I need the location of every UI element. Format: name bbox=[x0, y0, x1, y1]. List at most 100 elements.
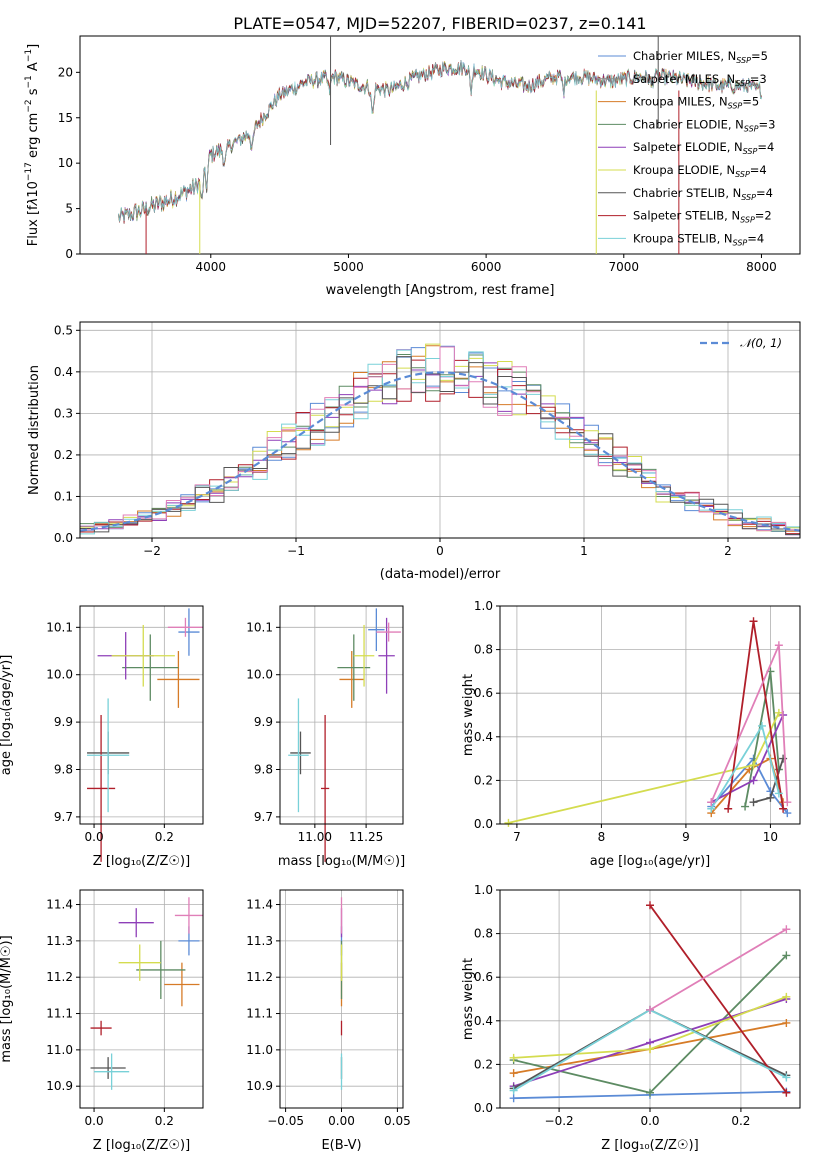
x-tick-label: 0.00 bbox=[328, 1114, 355, 1128]
y-tick-label: 5 bbox=[65, 202, 73, 216]
age_vs_Z-panel: 0.0 0.2 9.7 9.8 9.9 10.0 10.1 Z [log₁₀(Z/Z☉)] ag… bbox=[0, 605, 204, 869]
weight-marker bbox=[509, 1069, 518, 1078]
weight-marker bbox=[749, 761, 758, 770]
x-tick-label: −0.05 bbox=[267, 1114, 304, 1128]
weight_vs_age-panel: 7 8 9 10 0.0 0.2 0.4 0.6 0.8 1.0 age [log₁₀(age/yr… bbox=[461, 599, 801, 869]
y-tick-label: 15 bbox=[58, 111, 73, 125]
axes-frame bbox=[79, 889, 204, 1109]
weight-marker bbox=[782, 992, 791, 1001]
x-tick-label: 6000 bbox=[471, 260, 502, 274]
axes-frame bbox=[499, 605, 801, 825]
spectrum-ylabel: Flux [fλ10−17 erg cm−2 s−1 A−1] bbox=[24, 44, 41, 246]
residual-histogram-panel: −2 −1 0 1 2 0.0 0.1 0.2 0.3 0.4 0.5 𝒩(0, 1) (data-… bbox=[27, 321, 801, 582]
spectrum-line-9 bbox=[118, 60, 762, 222]
x-tick-label: 7000 bbox=[609, 260, 640, 274]
weight-marker bbox=[749, 617, 758, 626]
weight-marker bbox=[782, 1088, 791, 1097]
y-tick-label: 9.9 bbox=[54, 715, 73, 729]
small-panels: 0.0 0.2 9.7 9.8 9.9 10.0 10.1 Z [log₁₀(Z/Z☉)] ag… bbox=[0, 599, 801, 1153]
spectrum-xlabel: wavelength [Angstrom, rest frame] bbox=[326, 283, 555, 298]
y-tick-label: 0.4 bbox=[474, 1014, 493, 1028]
x-axis-label: Z [log₁₀(Z/Z☉)] bbox=[93, 1138, 190, 1153]
y-tick-label: 9.8 bbox=[254, 763, 273, 777]
weight-marker bbox=[782, 925, 791, 934]
x-tick-label: 8 bbox=[598, 830, 606, 844]
y-tick-label: 11.1 bbox=[46, 1007, 73, 1021]
spectrum-panel: 4000 5000 6000 7000 8000 0 5 10 15 20 Chabrier MI… bbox=[24, 35, 801, 298]
y-tick-label: 11.3 bbox=[46, 934, 73, 948]
legend-label-4: Chabrier ELODIE, NSSP=3 bbox=[633, 117, 775, 133]
x-axis-label: age [log₁₀(age/yr)] bbox=[590, 854, 711, 869]
x-tick-label: −0.2 bbox=[545, 1114, 574, 1128]
weight-marker bbox=[646, 901, 654, 910]
y-tick-label: 0.5 bbox=[54, 323, 73, 337]
y-tick-label: 10.1 bbox=[46, 620, 73, 634]
mass_vs_ebv-panel: −0.05 0.00 0.05 10.9 11.0 11.1 11.2 11.3 11.4 E(B… bbox=[246, 889, 411, 1153]
age_vs_mass-panel: 11.00 11.25 9.7 9.8 9.9 10.0 10.1 mass [log₁₀(M… bbox=[246, 605, 405, 869]
x-tick-label: 0.0 bbox=[640, 1114, 659, 1128]
weight-line-7 bbox=[649, 904, 788, 1094]
legend-label-3: Kroupa MILES, NSSP=5 bbox=[633, 95, 759, 111]
residual-histograms bbox=[80, 343, 800, 536]
y-tick-label: 0.0 bbox=[54, 531, 73, 545]
legend-label-9: Kroupa STELIB, NSSP=4 bbox=[633, 231, 764, 247]
legend-label-8: Salpeter STELIB, NSSP=2 bbox=[633, 209, 772, 225]
x-tick-label: 0.2 bbox=[155, 1114, 174, 1128]
y-tick-label: 1.0 bbox=[474, 599, 493, 613]
x-tick-label: 11.00 bbox=[298, 830, 332, 844]
y-tick-label: 0.1 bbox=[54, 489, 73, 503]
weight-marker bbox=[509, 1053, 518, 1062]
y-tick-label: 9.8 bbox=[54, 763, 73, 777]
y-tick-label: 0.0 bbox=[474, 1101, 493, 1115]
y-tick-label: 9.7 bbox=[254, 810, 273, 824]
x-tick-label: 0.2 bbox=[731, 1114, 750, 1128]
y-tick-label: 20 bbox=[58, 65, 73, 79]
x-tick-label: 9 bbox=[682, 830, 690, 844]
weight-marker bbox=[783, 798, 792, 807]
weight-marker bbox=[646, 1088, 654, 1097]
x-axis-label: mass [log₁₀(M/M☉)] bbox=[278, 854, 405, 869]
x-tick-label: 7 bbox=[513, 830, 521, 844]
y-tick-label: 11.4 bbox=[246, 898, 273, 912]
weight-marker bbox=[774, 708, 783, 717]
legend-label-1: Chabrier MILES, NSSP=5 bbox=[633, 49, 768, 65]
y-tick-label: 0 bbox=[65, 247, 73, 261]
y-tick-label: 10.9 bbox=[246, 1079, 273, 1093]
x-axis-label: Z [log₁₀(Z/Z☉)] bbox=[93, 854, 190, 869]
y-axis-label: age [log₁₀(age/yr)] bbox=[0, 655, 14, 776]
y-tick-label: 0.0 bbox=[474, 817, 493, 831]
histogram-step-6 bbox=[80, 359, 800, 535]
weight-line-9 bbox=[649, 928, 787, 1011]
y-tick-label: 11.2 bbox=[46, 970, 73, 984]
y-tick-label: 10 bbox=[58, 156, 73, 170]
spectrum-axes-frame bbox=[79, 35, 801, 255]
weight-marker bbox=[646, 1005, 654, 1014]
figure-title: PLATE=0547, MJD=52207, FIBERID=0237, z=0… bbox=[233, 14, 646, 33]
x-tick-label: 0.05 bbox=[384, 1114, 411, 1128]
y-tick-label: 9.9 bbox=[254, 715, 273, 729]
residual-xlabel: (data-model)/error bbox=[380, 567, 501, 582]
x-tick-label: −2 bbox=[143, 544, 161, 558]
x-axis-label: E(B-V) bbox=[321, 1138, 361, 1153]
weight-marker bbox=[782, 951, 791, 960]
weight-marker bbox=[774, 789, 783, 798]
spectrum-lines bbox=[118, 36, 762, 254]
x-tick-label: 2 bbox=[724, 544, 732, 558]
legend-label-2: Salpeter MILES, NSSP=3 bbox=[633, 72, 767, 88]
spectrum-ticks: 4000 5000 6000 7000 8000 0 5 10 15 20 bbox=[58, 65, 777, 274]
x-tick-label: 0 bbox=[436, 544, 444, 558]
x-tick-label: 4000 bbox=[196, 260, 227, 274]
y-tick-label: 0.8 bbox=[474, 927, 493, 941]
y-tick-label: 0.8 bbox=[474, 643, 493, 657]
y-tick-label: 9.7 bbox=[54, 810, 73, 824]
weight-marker bbox=[766, 793, 775, 802]
y-tick-label: 1.0 bbox=[474, 883, 493, 897]
y-tick-label: 10.0 bbox=[46, 668, 73, 682]
x-tick-label: −1 bbox=[287, 544, 305, 558]
x-tick-label: 11.25 bbox=[349, 830, 383, 844]
histogram-step-8 bbox=[80, 346, 800, 532]
y-tick-label: 10.1 bbox=[246, 620, 273, 634]
y-tick-label: 10.0 bbox=[246, 668, 273, 682]
weight-marker bbox=[707, 798, 716, 807]
